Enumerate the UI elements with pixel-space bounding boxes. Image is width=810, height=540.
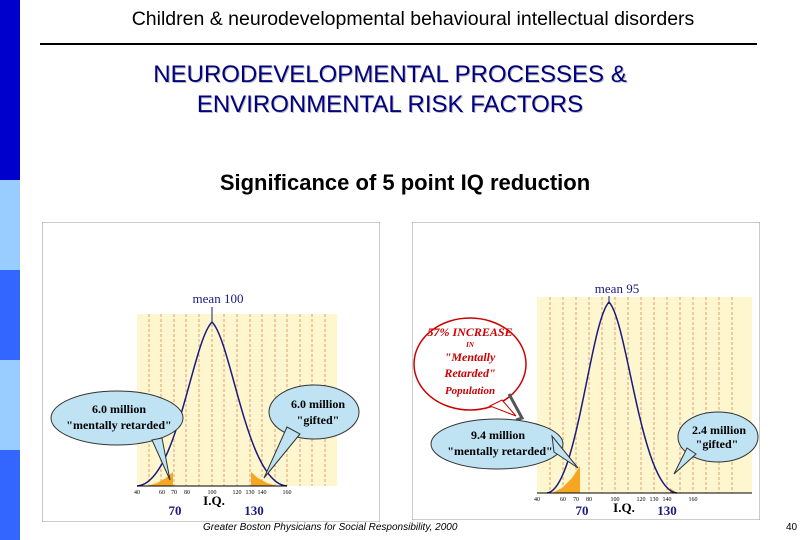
title-line-2: ENVIRONMENTAL RISK FACTORS [196, 91, 584, 118]
sidebar-band-dark [0, 0, 20, 180]
right-low-tail-shade [552, 466, 580, 493]
increase-line3: "Mentally [445, 350, 496, 364]
right-axis-label: I.Q. [613, 500, 635, 515]
left-tick-label: 130 [246, 490, 255, 496]
left-gifted-bubble-tail [263, 426, 301, 479]
left-tick-label: 100 [208, 490, 217, 496]
increase-callout [413, 317, 527, 411]
sidebar-decoration [0, 0, 20, 540]
left-gifted-line2: "gifted" [297, 413, 340, 427]
left-iq-distribution-chart: mean 100 6.0 million "mentally retarded"… [42, 222, 380, 522]
increase-line5: Population [445, 385, 495, 397]
left-cut-high: 130 [244, 503, 264, 518]
right-tick-label: 40 [534, 497, 540, 503]
right-tick-label: 140 [663, 497, 672, 503]
left-tick-label: 60 [159, 490, 165, 496]
right-cut-low: 70 [576, 503, 589, 518]
increase-arrow [507, 393, 525, 422]
page-number: 40 [786, 522, 798, 533]
left-retarded-line1: 6.0 million [92, 402, 146, 416]
slide-header: Children & neurodevelopmental behavioura… [131, 8, 695, 30]
right-mean-label: mean 95 [595, 281, 639, 296]
left-tick-label: 80 [184, 490, 190, 496]
increase-line1: 57% INCREASE [427, 325, 512, 339]
right-retarded-bubble [430, 418, 564, 470]
left-tick-labels: 40 60 70 80 100 120 130 140 160 [134, 490, 292, 496]
right-tick-label: 130 [650, 497, 659, 503]
right-gifted-line2: "gifted" [696, 437, 739, 451]
left-gifted-line1: 6.0 million [291, 397, 345, 411]
right-tick-label: 100 [611, 497, 620, 503]
slide-footer-credit: Greater Boston Physicians for Social Res… [203, 522, 458, 533]
right-tick-label: 70 [573, 497, 579, 503]
right-retarded-bubble-tail [551, 434, 579, 469]
increase-line4: Retarded" [443, 366, 495, 380]
left-gifted-bubble [268, 384, 360, 440]
left-tick-label: 70 [171, 490, 177, 496]
header-divider [40, 43, 757, 45]
right-tick-label: 80 [586, 497, 592, 503]
left-retarded-bubble-tail [151, 437, 171, 481]
left-tick-label: 120 [233, 490, 242, 496]
left-retarded-line2: "mentally retarded" [66, 418, 171, 432]
right-chart-plot-area [537, 297, 752, 493]
sidebar-band-light [0, 180, 20, 270]
left-low-tail-shade [147, 472, 173, 486]
left-tick-label: 40 [134, 490, 140, 496]
slide-subtitle: Significance of 5 point IQ reduction [219, 170, 591, 195]
right-retarded-line2: "mentally retarded" [447, 444, 552, 458]
increase-callout-text: 57% INCREASE IN "Mentally Retarded" Popu… [427, 325, 512, 397]
right-retarded-line1: 9.4 million [471, 428, 525, 442]
right-tick-label: 60 [560, 497, 566, 503]
increase-line2: IN [465, 341, 475, 349]
left-tick-label: 160 [283, 490, 292, 496]
sidebar-band-mid [0, 270, 20, 360]
sidebar-band-mid [0, 450, 20, 540]
right-tick-labels: 40 60 70 80 100 120 130 140 160 [534, 497, 698, 503]
left-mean-label: mean 100 [193, 291, 244, 306]
sidebar-band-light [0, 360, 20, 450]
slide-title: NEURODEVELOPMENTAL PROCESSES & ENVIRONME… [60, 60, 720, 120]
right-tick-label: 120 [637, 497, 646, 503]
right-cut-high: 130 [657, 503, 677, 518]
left-axis-label: I.Q. [203, 493, 225, 508]
right-iq-distribution-chart: mean 95 57% INCREASE IN "Mentally Retard… [412, 222, 760, 520]
title-line-1: NEURODEVELOPMENTAL PROCESSES & [153, 61, 627, 88]
right-gifted-bubble [677, 411, 759, 463]
right-chart-gridlines [549, 297, 733, 493]
right-gifted-bubble-tail [673, 447, 697, 475]
increase-callout-tail [488, 399, 517, 417]
right-gifted-line1: 2.4 million [692, 423, 746, 437]
left-retarded-bubble [50, 390, 184, 446]
left-high-tail-shade [251, 472, 277, 486]
left-tick-label: 140 [258, 490, 267, 496]
right-tick-label: 160 [689, 497, 698, 503]
left-cut-low: 70 [169, 503, 182, 518]
